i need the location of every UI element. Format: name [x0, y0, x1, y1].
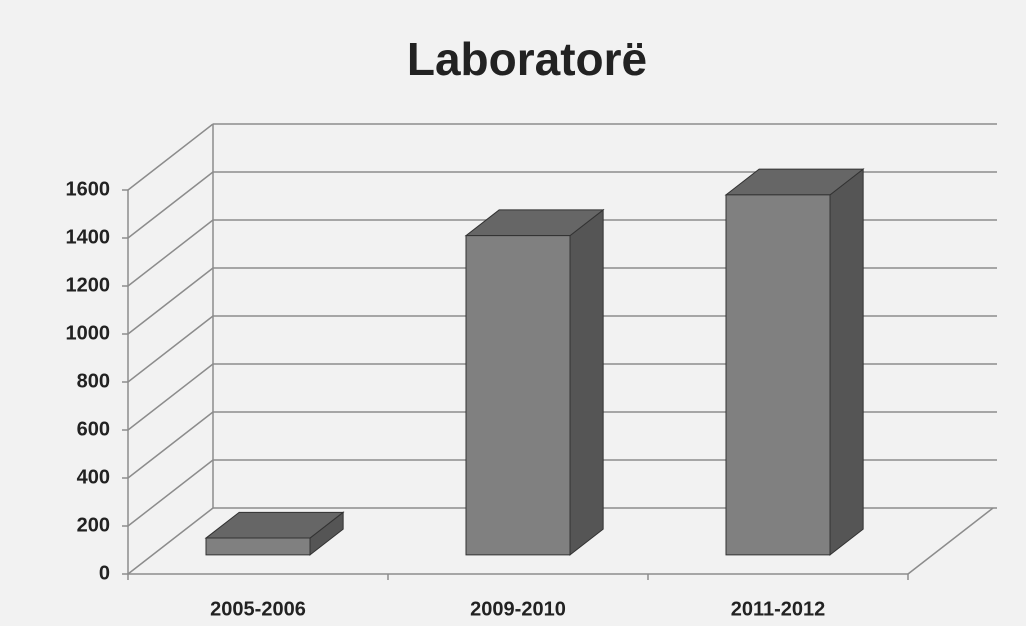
y-tick-label: 1000	[66, 322, 111, 344]
bar-side	[829, 168, 864, 556]
y-tick-label: 200	[77, 514, 110, 536]
y-tick-label: 1200	[66, 274, 111, 296]
grid-line	[127, 507, 214, 575]
axis	[907, 507, 994, 575]
y-tick-label: 1600	[66, 178, 111, 200]
bar	[725, 194, 831, 556]
grid-line	[127, 171, 214, 239]
y-tick-label: 0	[99, 562, 110, 584]
grid-line	[127, 411, 214, 479]
bar-side	[569, 208, 604, 556]
x-tick-label: 2011-2012	[731, 598, 826, 620]
x-tick-label: 2009-2010	[470, 598, 566, 620]
y-tick-label: 600	[77, 418, 110, 440]
chart-title: Laboratorë	[407, 33, 647, 85]
grid-line	[127, 459, 214, 527]
x-tick-label: 2005-2006	[210, 598, 306, 620]
bar	[465, 235, 571, 556]
y-tick-label: 800	[77, 370, 110, 392]
bar	[205, 537, 311, 556]
grid-line	[127, 123, 214, 191]
grid-line	[127, 315, 214, 383]
y-tick-label: 400	[77, 466, 110, 488]
grid-line	[127, 363, 214, 431]
y-tick-label: 1400	[66, 226, 111, 248]
grid-line	[127, 219, 214, 287]
grid-line	[127, 267, 214, 335]
